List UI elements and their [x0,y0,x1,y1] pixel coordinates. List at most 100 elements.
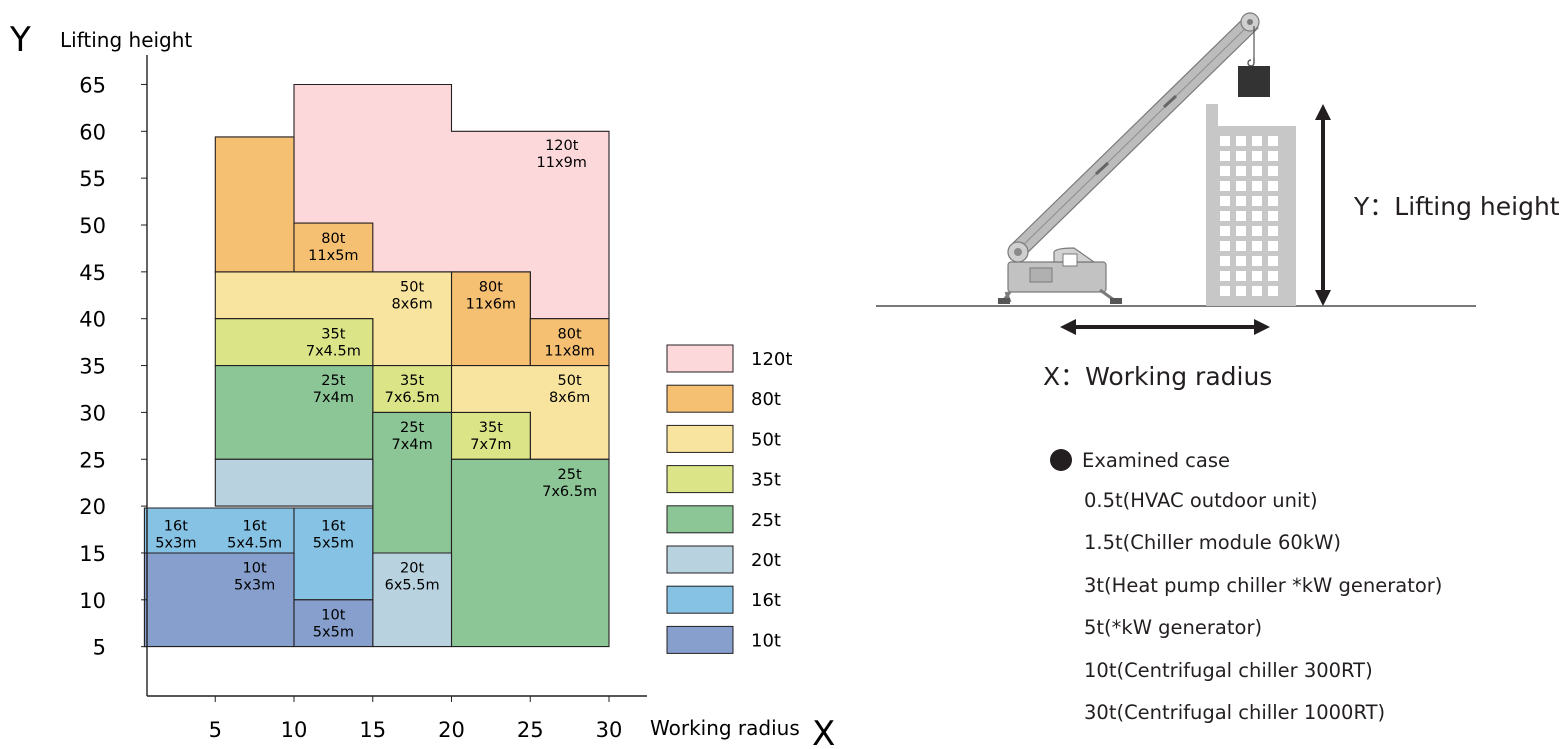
capacity-label: 20t 6x5.5m [385,561,440,594]
capacity-label: 50t 8x6m [549,373,590,406]
y-tick-label: 25 [79,448,106,472]
radius-arrow [1060,319,1270,335]
capacity-label-line: 5x5m [313,535,354,551]
y-tick-label: 20 [79,495,106,519]
building-window [1268,256,1278,266]
capacity-label-line: 10t [243,561,267,577]
capacity-label-line: 7x4m [313,390,354,406]
legend-label: 10t [751,630,781,651]
y-tick-label: 55 [79,167,106,191]
case-item: 30t(Centrifugal chiller 1000RT) [1084,700,1386,724]
capacity-label: 50t 8x6m [392,280,433,313]
cases-heading: Examined case [1050,446,1442,474]
y-tick-labels: 5 10 15 20 25 30 35 40 45 50 55 60 65 [79,73,147,660]
capacity-label: 80t 11x6m [466,280,516,313]
building-window [1252,271,1262,281]
capacity-label-line: 35t [400,373,424,389]
y-tick-label: 35 [79,355,106,379]
capacity-label: 16t 5x3m [155,518,196,551]
legend-label: 16t [751,590,781,611]
building-window [1268,196,1278,206]
capacity-label-line: 7x6.5m [542,484,597,500]
capacity-label-line: 120t [545,138,579,154]
building-window [1268,286,1278,296]
legend-swatch [666,505,734,534]
building-window [1268,166,1278,176]
legend: 120t 80t 50t 35t 25t 20t 16t 10t [666,344,792,654]
y-tick-label: 45 [79,261,106,285]
legend-swatch [666,384,734,413]
building-window [1252,211,1262,221]
capacity-label-line: 8x6m [549,390,590,406]
capacity-label-line: 11x5m [308,248,358,264]
case-item: 0.5t(HVAC outdoor unit) [1084,489,1318,512]
capacity-label-line: 35t [321,326,345,342]
capacity-label-line: 7x6.5m [385,390,440,406]
building [1206,104,1296,306]
building-window [1268,241,1278,251]
capacity-label-line: 7x7m [470,437,511,453]
capacity-label-line: 6x5.5m [385,578,440,594]
legend-label: 80t [751,389,781,410]
building-window [1220,256,1230,266]
legend-label: 50t [751,429,781,450]
building-window [1236,286,1246,296]
capacity-label: 16t 5x4.5m [227,518,282,551]
building-window [1236,136,1246,146]
capacity-label-line: 8x6m [392,297,433,313]
x-tick-labels: 5 10 15 20 25 30 [209,696,623,742]
capacity-label-line: 50t [558,373,582,389]
legend-swatch [666,585,734,614]
capacity-label-line: 16t [243,518,267,534]
capacity-label-line: 5x5m [313,624,354,640]
x-axis-title: Working radius [650,716,800,740]
working-radius-label: X：Working radius [1043,362,1273,391]
legend-swatch [666,465,734,494]
x-tick-label: 25 [517,718,544,742]
capacity-label-line: 11x9m [537,155,587,171]
region-10t [143,552,295,648]
building-window [1220,211,1230,221]
building-window [1252,181,1262,191]
building-window [1268,211,1278,221]
crane-hook-icon [1247,58,1255,67]
capacity-label-line: 25t [321,373,345,389]
region-80t [214,136,295,273]
crane-carrier [998,241,1122,304]
building-window [1252,151,1262,161]
x-tick-label: 15 [359,718,386,742]
building-window [1220,151,1230,161]
building-windows [1220,136,1278,296]
capacity-label: 10t 5x5m [313,607,354,640]
capacity-label: 35t 7x7m [470,420,511,453]
building-window [1220,286,1230,296]
region-20t [214,458,374,507]
building-window [1252,286,1262,296]
y-tick-label: 10 [79,589,106,613]
legend-label: 120t [751,349,792,370]
capacity-label: 120t 11x9m [537,138,587,171]
capacity-label-line: 80t [321,231,345,247]
capacity-label-line: 25t [400,420,424,436]
cases-heading-text: Examined case [1082,448,1230,472]
y-tick-label: 5 [93,636,106,660]
building-window [1236,166,1246,176]
capacity-label-line: 80t [479,280,503,296]
building-window [1220,166,1230,176]
bullet-dot-icon [1050,449,1072,471]
x-tick-label: 30 [596,718,623,742]
capacity-label-line: 50t [400,280,424,296]
y-axis-letter: Y [9,20,31,60]
capacity-label: 25t 7x6.5m [542,467,597,500]
capacity-label: 16t 5x5m [313,518,354,551]
region-25t [214,365,374,460]
x-tick-label: 5 [209,718,222,742]
capacity-label-line: 11x6m [466,297,516,313]
building-window [1236,226,1246,236]
crane-diagram [876,12,1476,335]
x-tick-label: 10 [281,718,308,742]
capacity-label: 35t 7x4.5m [306,326,361,359]
region-25t [450,458,610,648]
capacity-label-line: 5x3m [155,535,196,551]
capacity-label: 35t 7x6.5m [385,373,440,406]
